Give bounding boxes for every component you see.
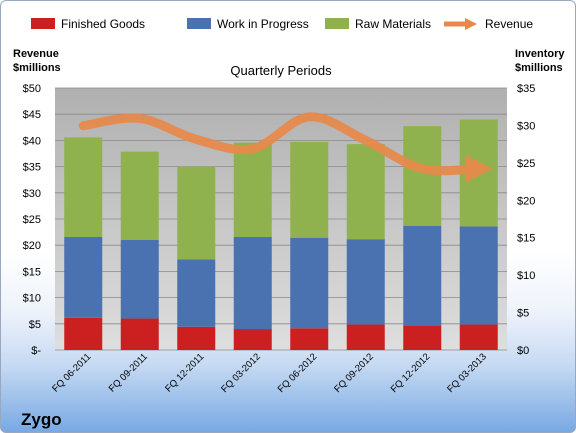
right-tick-label: $0 — [517, 345, 529, 357]
left-axis-label-line1: Revenue — [13, 48, 59, 60]
bar-finished-goods — [177, 326, 216, 350]
legend-label-work-in-progress: Work in Progress — [217, 17, 309, 31]
revenue-line-group — [78, 112, 493, 183]
bar-work-in-progress — [459, 226, 498, 325]
bar-work-in-progress — [346, 239, 385, 325]
category-label: FQ 12-2011 — [163, 351, 206, 394]
bar-raw-materials — [64, 137, 103, 237]
bar-raw-materials — [403, 126, 442, 226]
left-tick-label: $15 — [23, 266, 41, 278]
company-brand: Zygo — [21, 410, 62, 429]
legend-label-finished-goods: Finished Goods — [61, 17, 145, 31]
bar-finished-goods — [64, 317, 103, 350]
category-label: FQ 03-2013 — [445, 351, 489, 395]
category-label: FQ 09-2011 — [107, 351, 150, 394]
left-tick-label: $5 — [29, 319, 41, 331]
category-label: FQ 03-2012 — [219, 351, 263, 395]
right-tick-label: $20 — [517, 195, 535, 207]
right-tick-label: $30 — [517, 120, 535, 132]
right-tick-label: $5 — [517, 308, 529, 320]
chart-title: Quarterly Periods — [230, 63, 332, 78]
bar-work-in-progress — [403, 225, 442, 326]
bar-raw-materials — [290, 141, 329, 238]
bar-finished-goods — [120, 318, 159, 350]
left-tick-label: $20 — [23, 240, 41, 252]
revenue-line — [78, 112, 493, 183]
right-axis-label-line2: $millions — [515, 62, 563, 74]
bar-work-in-progress — [64, 236, 103, 318]
category-label: FQ 12-2012 — [389, 351, 433, 395]
bar-stack-group — [64, 119, 498, 350]
left-tick-label: $35 — [23, 162, 41, 174]
bar-raw-materials — [177, 166, 216, 260]
left-tick-label: $- — [31, 345, 41, 357]
category-label: FQ 06-2011 — [50, 351, 93, 394]
right-tick-label: $35 — [517, 83, 535, 95]
category-label: FQ 06-2012 — [276, 351, 320, 395]
left-tick-label: $30 — [23, 188, 41, 200]
left-axis-ticks: $- $5 $10 $15 $20 $25 $30 $35 $40 $45 $50 — [23, 83, 42, 357]
right-tick-label: $25 — [517, 158, 535, 170]
bar-finished-goods — [346, 324, 385, 350]
legend-swatch-finished-goods — [31, 18, 55, 29]
legend-swatch-work-in-progress — [187, 18, 211, 29]
left-tick-label: $40 — [23, 135, 41, 147]
category-label: FQ 09-2012 — [332, 351, 376, 395]
legend-label-revenue: Revenue — [485, 17, 533, 31]
bar-finished-goods — [403, 325, 442, 350]
bar-raw-materials — [233, 142, 272, 237]
bar-finished-goods — [233, 329, 272, 350]
right-axis-ticks: $0 $5 $10 $15 $20 $25 $30 $35 — [517, 83, 535, 357]
bar-raw-materials — [120, 151, 159, 240]
left-tick-label: $50 — [23, 83, 41, 95]
right-tick-label: $10 — [517, 270, 535, 282]
bar-work-in-progress — [177, 259, 216, 327]
bar-work-in-progress — [290, 237, 329, 329]
bar-work-in-progress — [233, 236, 272, 330]
left-tick-label: $25 — [23, 214, 41, 226]
legend: Finished Goods Work in Progress Raw Mate… — [31, 17, 533, 31]
category-labels: FQ 06-2011 FQ 09-2011 FQ 12-2011 FQ 03-2012… — [50, 351, 489, 395]
legend-label-raw-materials: Raw Materials — [355, 17, 431, 31]
legend-swatch-raw-materials — [325, 18, 349, 29]
bar-finished-goods — [459, 324, 498, 350]
left-tick-label: $45 — [23, 109, 41, 121]
bar-raw-materials — [346, 144, 385, 240]
legend-arrow-revenue — [465, 18, 477, 30]
left-axis-label-line2: $millions — [13, 62, 61, 74]
bar-work-in-progress — [120, 239, 159, 319]
bar-finished-goods — [290, 328, 329, 350]
right-axis-label-line1: Inventory — [515, 48, 565, 60]
left-tick-label: $10 — [23, 293, 41, 305]
right-tick-label: $15 — [517, 233, 535, 245]
